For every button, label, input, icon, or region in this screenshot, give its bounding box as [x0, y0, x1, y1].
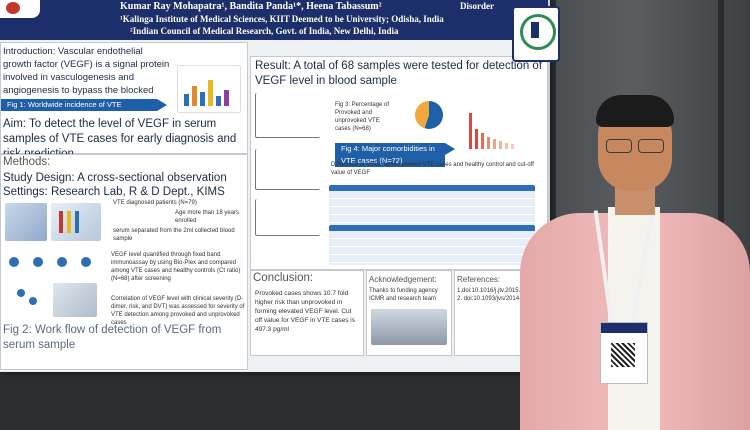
- references-title: References:: [457, 275, 501, 284]
- floor: [0, 372, 550, 430]
- sample-photo: [5, 203, 47, 241]
- conclusion-title: Conclusion:: [253, 272, 314, 284]
- research-team-photo: [371, 309, 447, 345]
- tube-photo: [51, 203, 101, 241]
- well-plate-icon: [15, 285, 45, 311]
- analyzer-photo: [53, 283, 97, 317]
- emblem-staff-icon: [531, 22, 539, 38]
- presenter: [520, 95, 750, 430]
- scatter-thumbnail: [255, 149, 320, 190]
- logo-mark-icon: [6, 2, 20, 14]
- acknowledgement-title: Acknowledgement:: [369, 275, 437, 284]
- flow-note-5: Correlation of VEGF level with clinical …: [111, 296, 245, 326]
- study-settings: Settings: Research Lab, R & D Dept., KIM…: [3, 186, 225, 198]
- fig4-caption: Fig 4: Major comorbidities in VTE cases …: [335, 143, 455, 167]
- tube-icons: [7, 253, 97, 275]
- acknowledgement-text: Thanks to funding agency ICMR and resear…: [369, 288, 438, 302]
- poster-affiliation-1: ¹Kalinga Institute of Medical Sciences, …: [120, 14, 444, 24]
- conclusion-panel: Conclusion: Provoked cases shows 10.7 fo…: [250, 270, 364, 356]
- vegf-table-2: [329, 225, 535, 265]
- poster-header: Kumar Ray Mohapatra¹, Bandita Panda¹*, H…: [0, 0, 548, 40]
- board-frame: [718, 0, 724, 430]
- acknowledgement-panel: Acknowledgement: Thanks to funding agenc…: [366, 270, 452, 356]
- roc-thumbnail: [255, 199, 320, 236]
- vegf-table-1: [329, 185, 535, 225]
- flow-note-2: Age more than 18 years enrolled: [175, 210, 240, 224]
- line-chart-thumbnail: [255, 93, 320, 138]
- research-poster: Kumar Ray Mohapatra¹, Bandita Panda¹*, H…: [0, 0, 550, 372]
- emblem-ring-icon: [520, 14, 556, 50]
- flow-note-4: VEGF level quantified through fixed band…: [111, 252, 241, 282]
- study-design: Study Design: A cross-sectional observat…: [3, 172, 227, 184]
- incidence-chart: [177, 65, 241, 113]
- poster-authors: Kumar Ray Mohapatra¹, Bandita Panda¹*, H…: [120, 1, 382, 12]
- council-emblem: [512, 6, 560, 62]
- flow-note-3: serum separated from the 2ml collected b…: [113, 228, 235, 242]
- fig1-caption: Fig 1: Worldwide incidence of VTE: [1, 99, 167, 111]
- result-title: Result: A total of 68 samples were teste…: [255, 60, 543, 87]
- comorbidity-bar-chart: [467, 109, 537, 149]
- fig2-caption: Fig 2: Work flow of detection of VEGF fr…: [3, 324, 222, 351]
- references-text: 1.doi:10.1016/j.jtv.2015.100132 2. doi:1…: [457, 288, 541, 302]
- name-badge: [600, 322, 648, 384]
- methods-panel: Methods: Study Design: A cross-sectional…: [0, 154, 248, 370]
- badge-band: [601, 323, 647, 333]
- result-panel: Result: A total of 68 samples were teste…: [250, 56, 548, 270]
- flow-note-1: VTE diagnosed patients (N=79): [113, 200, 197, 206]
- conclusion-text: Provoked cases shows 10.7 fold higher ri…: [255, 290, 355, 333]
- poster-affiliation-2: ²Indian Council of Medical Research, Gov…: [130, 26, 399, 36]
- methods-title: Methods:: [3, 156, 51, 168]
- intro-panel: Introduction: Vascular endothelial growt…: [0, 42, 248, 160]
- qr-code-icon: [611, 343, 635, 367]
- glasses-icon: [604, 139, 666, 153]
- hair: [596, 95, 674, 127]
- difference-note: Difference in VEGF level between VTE cas…: [331, 162, 534, 176]
- institution-logo: [0, 0, 40, 18]
- provoked-pie-chart: [415, 101, 443, 129]
- fig3-caption: Fig 3: Percentage of Provoked and unprov…: [335, 102, 390, 132]
- board-frame: [550, 0, 556, 430]
- poster-title-fragment: Disorder: [460, 1, 494, 11]
